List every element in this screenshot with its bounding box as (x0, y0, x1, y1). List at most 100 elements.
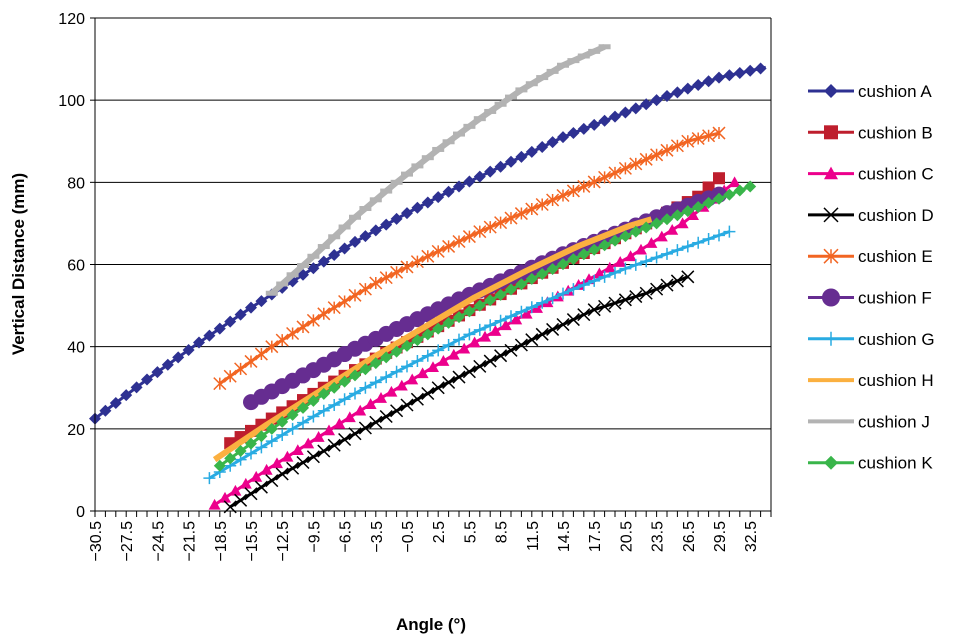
data-point (109, 396, 122, 409)
data-point (557, 287, 569, 300)
data-point (328, 381, 341, 394)
data-point (275, 333, 289, 347)
data-point (691, 131, 705, 146)
legend-label: cushion H (858, 371, 934, 390)
data-point (650, 282, 664, 296)
data-point (172, 351, 185, 364)
data-point (603, 261, 616, 273)
data-point (234, 445, 247, 458)
data-point (618, 293, 632, 307)
x-tick-label: −15.5 (244, 521, 261, 562)
series-line (208, 230, 730, 480)
data-point (535, 197, 549, 212)
data-point (671, 86, 684, 99)
y-tick-label: 120 (58, 11, 85, 28)
data-point (681, 270, 695, 284)
data-point (442, 239, 456, 253)
data-point (681, 82, 694, 95)
data-point (676, 217, 689, 229)
data-point (338, 242, 351, 255)
data-point (254, 347, 268, 361)
data-point (442, 316, 455, 329)
data-point (577, 279, 590, 292)
series-line (212, 216, 653, 463)
data-point (213, 459, 226, 472)
legend-item: cushion D (808, 206, 934, 225)
data-point (130, 381, 143, 394)
data-point (525, 145, 538, 158)
data-point (660, 278, 674, 292)
data-point (307, 394, 320, 407)
data-point (479, 330, 491, 342)
data-point (442, 339, 455, 352)
data-point (219, 491, 231, 503)
data-point (661, 213, 673, 226)
data-point (462, 365, 476, 379)
data-point (432, 344, 445, 357)
data-point (193, 336, 205, 349)
data-point (354, 404, 367, 416)
x-tick-label: −18.5 (213, 521, 230, 562)
data-point (618, 161, 632, 175)
data-point (400, 260, 414, 274)
data-point (723, 69, 736, 82)
axes (90, 17, 772, 517)
data-point (494, 314, 507, 327)
data-point (577, 122, 590, 135)
data-point (577, 308, 591, 322)
x-tick-label: 5.5 (462, 521, 479, 543)
legend-label: cushion D (858, 206, 934, 225)
data-point (286, 422, 299, 435)
data-point (213, 322, 226, 335)
data-point (323, 424, 335, 436)
x-tick-label: 20.5 (618, 521, 635, 552)
data-point (525, 202, 539, 216)
data-point (223, 369, 237, 383)
data-point (598, 114, 611, 127)
data-point (245, 301, 257, 314)
data-point (723, 188, 736, 201)
data-point (379, 409, 393, 424)
data-point (416, 367, 429, 379)
data-point (692, 200, 705, 213)
data-point (640, 221, 653, 234)
data-point (390, 265, 404, 279)
legend: cushion A cushion B cushion C cushion D cush… (808, 82, 935, 473)
data-point (390, 345, 403, 358)
data-point (660, 143, 674, 157)
data-point (499, 319, 512, 331)
data-point (484, 165, 497, 178)
data-point (520, 307, 533, 319)
data-point (234, 362, 248, 376)
data-point (453, 180, 465, 193)
x-tick-label: −0.5 (400, 521, 417, 553)
data-point (824, 331, 838, 346)
data-point (369, 224, 382, 237)
data-point (255, 295, 268, 308)
data-point (733, 184, 746, 197)
data-point (296, 455, 310, 470)
data-point (421, 196, 434, 209)
x-tick-label: −9.5 (306, 521, 323, 553)
data-point (609, 266, 621, 279)
data-point (728, 176, 741, 188)
data-point (447, 348, 460, 360)
data-point (359, 230, 372, 243)
data-point (296, 320, 310, 334)
data-point (390, 404, 404, 418)
legend-item: cushion B (808, 123, 933, 142)
data-point (505, 283, 517, 296)
data-point (629, 102, 642, 115)
data-point (297, 401, 309, 414)
legend-label: cushion A (858, 82, 932, 101)
data-point (556, 188, 570, 203)
data-point (421, 328, 434, 341)
data-point (535, 327, 549, 341)
data-point (655, 230, 668, 242)
x-tick-label: −27.5 (119, 521, 136, 562)
data-point (348, 427, 362, 441)
data-point (390, 365, 403, 378)
legend-label: cushion E (858, 247, 933, 266)
data-point (824, 125, 838, 140)
data-point (317, 444, 331, 458)
